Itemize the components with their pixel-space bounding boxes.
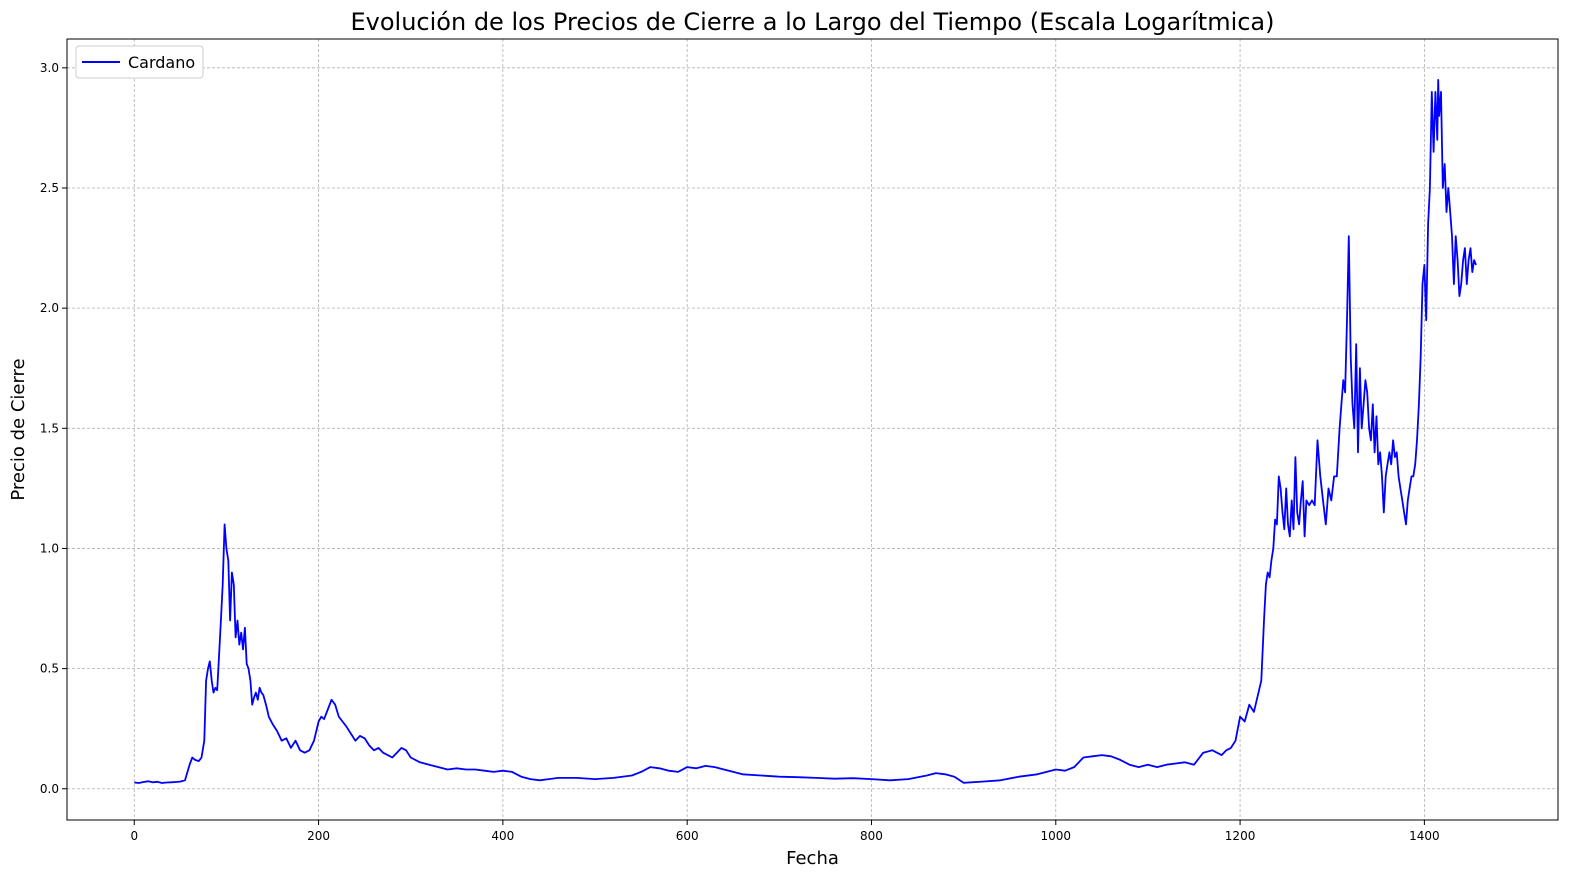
y-tick-label: 2.5	[40, 181, 59, 195]
x-tick-label: 200	[307, 829, 330, 843]
series-line-cardano	[134, 79, 1477, 784]
y-tick-label: 1.0	[40, 541, 59, 555]
y-axis-title: Precio de Cierre	[8, 358, 29, 500]
x-tick-label: 1200	[1225, 829, 1256, 843]
legend-box	[75, 45, 204, 79]
x-tick-label: 0	[130, 829, 138, 843]
x-axis-ticks: 0 200 400 600 800 1000 1200 1400	[130, 820, 1440, 843]
x-grid-lines	[133, 39, 1425, 820]
x-tick-label: 1400	[1409, 829, 1440, 843]
x-tick-label: 800	[860, 829, 883, 843]
series-group	[134, 79, 1477, 784]
y-tick-label: 3.0	[40, 61, 59, 75]
x-axis-title: Fecha	[786, 848, 839, 869]
chart-title: Evolución de los Precios de Cierre a lo …	[351, 8, 1275, 36]
legend-label-cardano: Cardano	[128, 53, 195, 72]
y-tick-label: 2.0	[40, 301, 59, 315]
y-tick-label: 0.5	[40, 662, 59, 676]
x-tick-label: 1000	[1041, 829, 1072, 843]
x-tick-label: 600	[676, 829, 699, 843]
plot-frame	[66, 38, 1559, 821]
y-tick-label: 1.5	[40, 421, 59, 435]
y-tick-label: 0.0	[40, 782, 59, 796]
y-axis-ticks: 0.0 0.5 1.0 1.5 2.0 2.5 3.0	[40, 61, 67, 796]
x-tick-label: 400	[491, 829, 514, 843]
y-grid-lines	[67, 67, 1558, 790]
legend: Cardano	[75, 45, 204, 79]
